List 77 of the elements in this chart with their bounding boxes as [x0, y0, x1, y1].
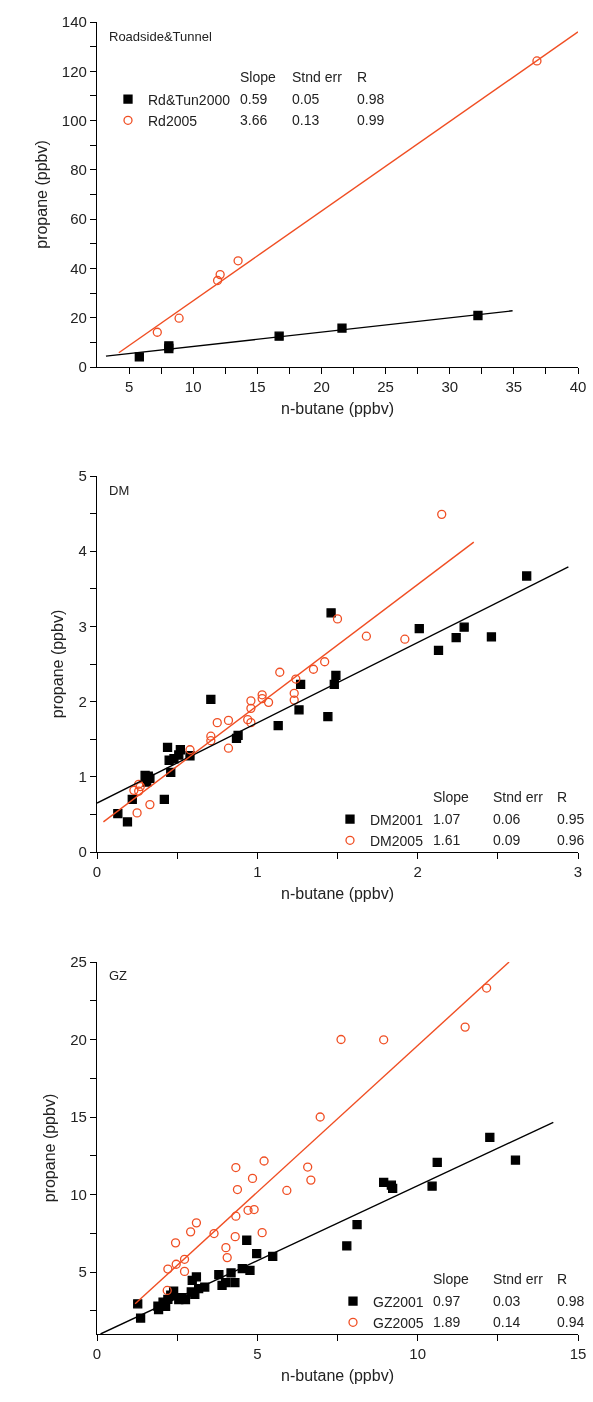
y-tick-label: 2 [78, 692, 87, 710]
x-tick-label: 20 [313, 378, 330, 396]
y-tick-label: 120 [61, 62, 87, 80]
y-axis-title: propane (ppbv) [41, 1093, 59, 1203]
annotation: 1.61 [433, 832, 461, 848]
y-tick-label: 140 [61, 13, 87, 31]
annotation: 0.94 [557, 1314, 585, 1330]
annotation: 1.07 [433, 811, 461, 827]
annotation: 0.59 [240, 91, 268, 107]
annotation: 0.06 [493, 811, 521, 827]
y-tick-label: 1 [78, 768, 87, 786]
annotation: 0.03 [493, 1293, 521, 1309]
y-tick-label: 3 [78, 617, 87, 635]
annotation: Stnd err [493, 789, 544, 805]
x-tick-label: 10 [409, 1345, 427, 1363]
y-tick-label: 20 [70, 308, 87, 326]
x-tick-label: 2 [413, 863, 422, 881]
x-tick-label: 25 [377, 378, 394, 396]
y-tick-label: 5 [78, 467, 87, 485]
y-tick-label: 25 [70, 953, 87, 971]
x-tick-label: 30 [441, 378, 459, 396]
x-tick-label: 0 [92, 863, 102, 881]
text: DM [109, 483, 130, 498]
y-tick-label: 5 [78, 1263, 87, 1281]
annotation: Stnd err [493, 1271, 544, 1287]
x-tick-label: 10 [184, 378, 202, 396]
annotation: Slope [433, 1271, 470, 1287]
annotation: 1.89 [433, 1314, 461, 1330]
x-axis-title: n-butane (ppbv) [281, 1366, 394, 1384]
x-tick-label: 15 [569, 1345, 587, 1363]
legend-label: DM2001 [370, 811, 424, 828]
annotation: 0.05 [292, 91, 320, 107]
x-axis-title: n-butane (ppbv) [281, 399, 394, 417]
x-tick-label: 3 [573, 863, 583, 881]
x-tick-label: 5 [124, 378, 134, 396]
x-tick-label: 0 [92, 1345, 102, 1363]
annotation: R [557, 1271, 568, 1287]
x-tick-label: 1 [253, 863, 262, 881]
y-tick-label: 100 [61, 111, 87, 129]
x-tick-label: 40 [569, 378, 587, 396]
text: Roadside&Tunnel [109, 29, 212, 44]
y-tick-label: 0 [78, 843, 87, 861]
y-tick-label: 15 [70, 1108, 87, 1126]
y-tick-label: 60 [70, 210, 87, 228]
legend-label: GZ2005 [373, 1314, 424, 1331]
y-tick-label: 0 [78, 358, 87, 376]
annotation: 0.13 [292, 112, 320, 128]
y-axis-title: propane (ppbv) [32, 140, 50, 249]
legend-label: Rd2005 [148, 112, 198, 129]
x-tick-label: 5 [253, 1345, 262, 1363]
legend-label: Rd&Tun2000 [148, 91, 231, 108]
x-tick-label: 35 [505, 378, 523, 396]
annotation: 0.09 [493, 832, 521, 848]
annotation: 0.98 [357, 91, 385, 107]
text: GZ [109, 968, 128, 983]
x-tick-label: 15 [248, 378, 266, 396]
annotation: R [557, 789, 568, 805]
y-tick-label: 10 [70, 1185, 87, 1203]
y-tick-label: 4 [78, 542, 87, 560]
y-tick-label: 80 [70, 161, 87, 179]
legend-label: GZ2001 [373, 1293, 424, 1310]
legend-label: DM2005 [370, 832, 424, 849]
y-axis-title: propane (ppbv) [49, 609, 67, 719]
annotation: 0.14 [493, 1314, 521, 1330]
annotation: 0.96 [557, 832, 585, 848]
annotation: Slope [240, 69, 277, 85]
annotation: Stnd err [292, 69, 343, 85]
annotation: 0.99 [357, 112, 385, 128]
annotation: 3.66 [240, 112, 268, 128]
x-axis-title: n-butane (ppbv) [281, 884, 394, 902]
annotation: Slope [433, 789, 470, 805]
annotation: 0.97 [433, 1293, 461, 1309]
y-tick-label: 20 [70, 1030, 87, 1048]
annotation: 0.98 [557, 1293, 585, 1309]
annotation: 0.95 [557, 811, 585, 827]
y-tick-label: 40 [70, 259, 87, 277]
annotation: R [357, 69, 368, 85]
